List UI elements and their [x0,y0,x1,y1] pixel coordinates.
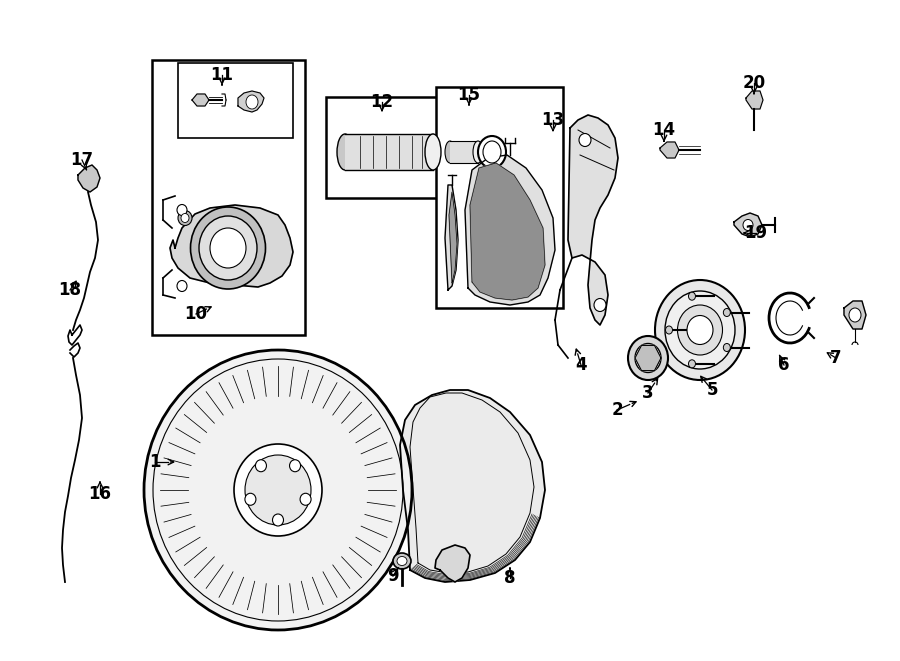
Ellipse shape [300,493,311,505]
Bar [326,97,500,198]
Text: 4: 4 [575,356,587,374]
Text: 16: 16 [88,485,112,503]
Polygon shape [449,192,457,283]
Text: 11: 11 [211,66,233,84]
Polygon shape [435,545,470,582]
Ellipse shape [687,315,713,344]
Text: 5: 5 [706,381,718,399]
Ellipse shape [628,336,668,380]
Ellipse shape [177,204,187,215]
Polygon shape [635,346,661,371]
Text: 10: 10 [184,305,208,323]
Ellipse shape [635,344,661,373]
Ellipse shape [665,291,735,369]
Text: 15: 15 [457,86,481,104]
Ellipse shape [245,493,256,505]
Ellipse shape [178,210,192,225]
Text: 13: 13 [542,111,564,129]
Ellipse shape [594,299,606,311]
Ellipse shape [483,141,501,163]
Text: 12: 12 [371,93,393,111]
Ellipse shape [144,350,412,630]
Ellipse shape [688,292,696,300]
Text: 17: 17 [70,151,94,169]
Text: 7: 7 [830,349,842,367]
Text: 18: 18 [58,281,82,299]
Ellipse shape [256,460,266,472]
Ellipse shape [478,136,506,168]
Text: 2: 2 [611,401,623,419]
Text: 20: 20 [742,74,766,92]
Ellipse shape [397,557,407,566]
Text: 14: 14 [652,121,676,139]
Ellipse shape [473,141,483,163]
Polygon shape [734,213,762,237]
Ellipse shape [393,553,411,569]
Polygon shape [445,185,458,290]
Bar [450,141,478,163]
Text: 3: 3 [643,384,653,402]
Ellipse shape [678,305,723,355]
Polygon shape [844,301,866,329]
Text: 1: 1 [149,453,161,471]
Text: 19: 19 [744,224,768,242]
Ellipse shape [665,326,672,334]
Ellipse shape [177,280,187,292]
Ellipse shape [245,455,311,525]
Polygon shape [238,91,264,112]
Ellipse shape [246,95,258,109]
Ellipse shape [743,219,753,231]
Ellipse shape [724,344,730,352]
Text: 8: 8 [504,569,516,587]
Polygon shape [465,155,555,305]
Ellipse shape [688,360,696,368]
Ellipse shape [579,134,591,147]
Ellipse shape [273,514,284,526]
Ellipse shape [655,280,745,380]
Ellipse shape [290,460,301,472]
Ellipse shape [849,308,861,322]
Ellipse shape [210,228,246,268]
Polygon shape [746,91,763,109]
Polygon shape [470,163,545,300]
Text: 6: 6 [778,356,790,374]
Bar [178,63,293,138]
Ellipse shape [425,134,441,170]
Ellipse shape [191,207,266,289]
Text: 9: 9 [387,567,399,585]
Polygon shape [660,142,679,158]
Ellipse shape [181,214,189,223]
Ellipse shape [234,444,322,536]
Polygon shape [78,165,100,192]
Polygon shape [192,94,209,106]
Polygon shape [170,205,293,287]
Ellipse shape [445,141,455,163]
Bar [152,60,305,335]
Polygon shape [568,115,618,325]
Bar [436,87,563,308]
Ellipse shape [724,309,730,317]
Ellipse shape [199,216,257,280]
Polygon shape [400,390,545,582]
Bar [345,134,433,170]
Ellipse shape [337,134,353,170]
